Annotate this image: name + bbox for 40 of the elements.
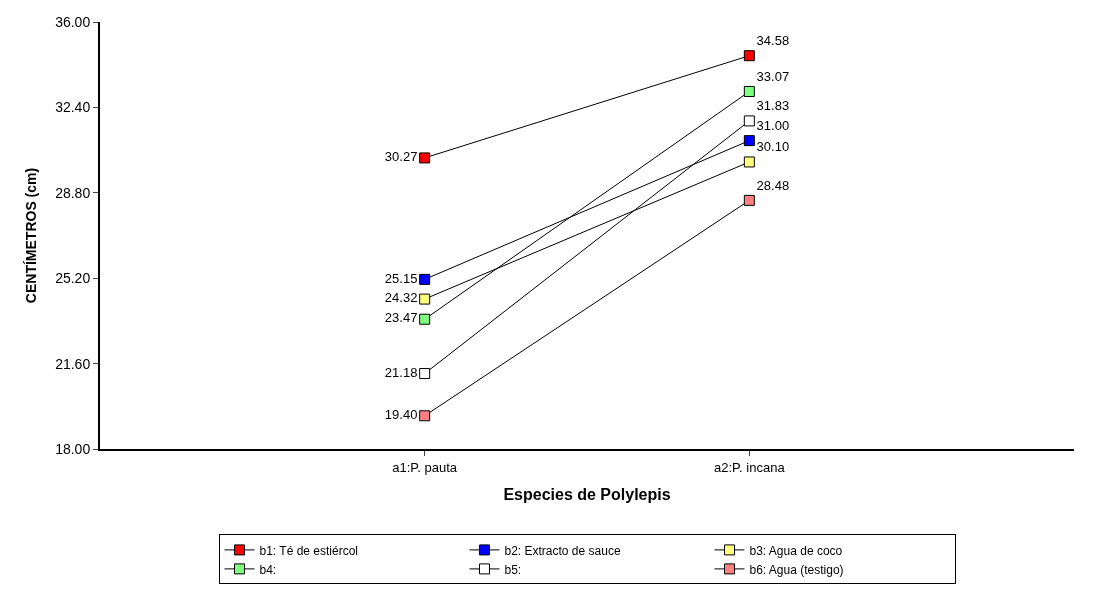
point	[743, 115, 755, 127]
y-axis-title: CENTÍMETROS (cm)	[23, 167, 40, 304]
point	[743, 156, 755, 168]
point	[743, 135, 755, 147]
legend-label: b6: Agua (testigo)	[749, 562, 844, 577]
y-tick-label: 32.40	[55, 99, 91, 116]
point	[419, 368, 431, 380]
data-label: 34.58	[756, 33, 790, 49]
point	[743, 86, 755, 98]
legend-label: b3: Agua de coco	[749, 543, 843, 558]
data-label: 33.07	[756, 69, 790, 85]
data-label: 23.47	[384, 310, 418, 326]
legend-label: b4:	[259, 562, 277, 577]
point	[419, 313, 431, 325]
data-label: 30.10	[756, 139, 790, 155]
y-tick-label: 28.80	[55, 184, 91, 201]
legend-label: b5:	[504, 562, 522, 577]
data-label: 31.83	[756, 98, 790, 114]
data-label: 21.18	[384, 364, 418, 380]
point	[419, 152, 431, 164]
point	[743, 194, 755, 206]
point	[419, 273, 431, 285]
data-label: 30.27	[384, 149, 418, 165]
data-label: 24.32	[384, 290, 418, 306]
data-label: 19.40	[384, 407, 418, 423]
point	[419, 410, 431, 422]
data-label: 28.48	[756, 177, 790, 193]
data-label: 25.15	[384, 270, 418, 286]
x-axis-title: Especies de Polylepis	[503, 485, 671, 503]
data-label: 31.00	[756, 118, 790, 134]
point	[743, 50, 755, 62]
legend-label: b1: Té de estiércol	[259, 543, 359, 558]
y-tick-label: 25.20	[55, 270, 91, 287]
legend-label: b2: Extracto de sauce	[504, 543, 621, 558]
y-tick-label: 21.60	[55, 355, 91, 372]
y-tick-label: 18.00	[55, 440, 91, 457]
y-tick-label: 36.00	[55, 13, 91, 30]
x-tick-label: a2:P. incana	[714, 459, 786, 475]
x-tick-label: a1:P. pauta	[392, 459, 458, 475]
point	[419, 293, 431, 305]
